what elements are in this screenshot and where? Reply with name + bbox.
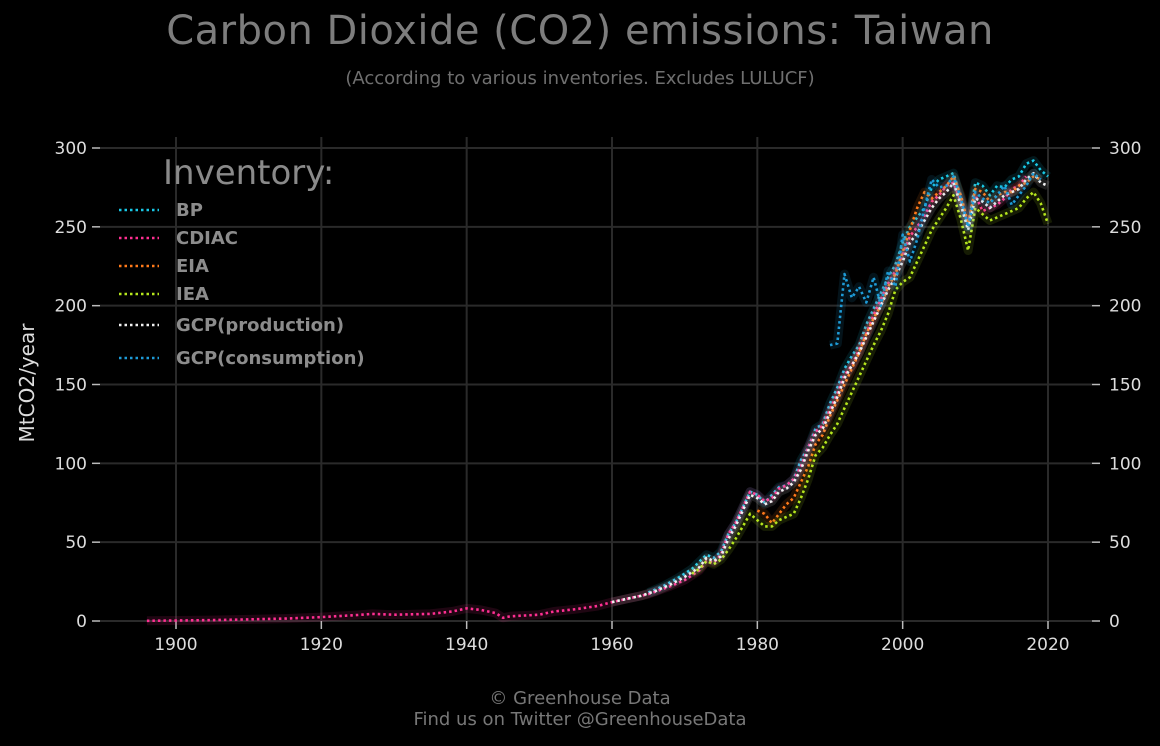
footer-twitter: Find us on Twitter @GreenhouseData bbox=[413, 709, 747, 730]
legend-label-cdiac: CDIAC bbox=[176, 228, 238, 249]
legend-label-gcp-consumption: GCP(consumption) bbox=[176, 348, 365, 369]
y-tick-label-right-300: 300 bbox=[1109, 139, 1141, 159]
legend-label-iea: IEA bbox=[176, 284, 209, 305]
series-line-iea bbox=[691, 190, 1050, 575]
legend-title: Inventory: bbox=[163, 153, 334, 193]
y-tick-label-left-150: 150 bbox=[55, 376, 87, 396]
series-line-bp bbox=[647, 159, 1049, 594]
series-glow-iea bbox=[689, 187, 1053, 578]
footer-copyright: © Greenhouse Data bbox=[489, 688, 671, 709]
y-tick-label-right-250: 250 bbox=[1109, 218, 1141, 238]
y-tick-label-left-200: 200 bbox=[55, 297, 87, 317]
legend: Inventory: BP CDIAC EIA IEA GCP(production) G… bbox=[119, 153, 365, 369]
y-tick-label-left-50: 50 bbox=[65, 533, 87, 553]
legend-label-eia: EIA bbox=[176, 256, 209, 277]
series-line-gcp-production bbox=[611, 171, 1049, 604]
chart-title: Carbon Dioxide (CO2) emissions: Taiwan bbox=[166, 8, 994, 54]
y-tick-label-right-150: 150 bbox=[1109, 376, 1141, 396]
x-tick-label-1920: 1920 bbox=[300, 635, 343, 655]
series-layer bbox=[146, 156, 1053, 626]
series-line-gcp-consumption bbox=[829, 171, 1042, 347]
x-tick-label-2000: 2000 bbox=[881, 635, 924, 655]
x-tick-label-1960: 1960 bbox=[590, 635, 633, 655]
series-glow-cdiac bbox=[146, 173, 1030, 626]
series-line-eia bbox=[756, 175, 1042, 525]
chart-subtitle: (According to various inventories. Exclu… bbox=[345, 68, 815, 89]
x-tick-label-1980: 1980 bbox=[736, 635, 779, 655]
y-tick-label-right-100: 100 bbox=[1109, 454, 1141, 474]
y-tick-label-right-50: 50 bbox=[1109, 533, 1131, 553]
legend-label-gcp-production: GCP(production) bbox=[176, 315, 344, 336]
axes: 1900 1920 1940 1960 1980 2000 2020 0 0 50 50 100 100… bbox=[55, 139, 1142, 655]
y-axis-label: MtCO2/year bbox=[15, 323, 39, 443]
y-tick-label-left-100: 100 bbox=[55, 454, 87, 474]
x-tick-label-2020: 2020 bbox=[1026, 635, 1069, 655]
y-tick-label-right-200: 200 bbox=[1109, 297, 1141, 317]
series-line-cdiac bbox=[146, 175, 1028, 623]
y-tick-label-left-0: 0 bbox=[76, 612, 87, 632]
legend-label-bp: BP bbox=[176, 200, 203, 221]
x-tick-label-1900: 1900 bbox=[154, 635, 197, 655]
y-tick-label-left-300: 300 bbox=[55, 139, 87, 159]
y-tick-label-left-250: 250 bbox=[55, 218, 87, 238]
grid-lines bbox=[100, 137, 1092, 622]
series-glow-gcp-production bbox=[611, 168, 1050, 607]
y-tick-label-right-0: 0 bbox=[1109, 612, 1120, 632]
x-tick-label-1940: 1940 bbox=[445, 635, 488, 655]
